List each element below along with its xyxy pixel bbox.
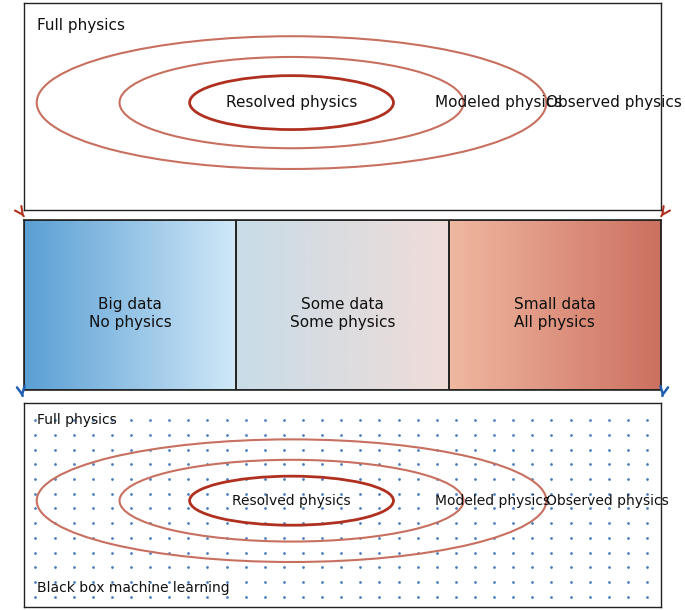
Text: Resolved physics: Resolved physics [226, 95, 357, 110]
Bar [449, 220, 661, 390]
Text: Observed physics: Observed physics [547, 95, 682, 110]
Text: Resolved physics: Resolved physics [232, 493, 351, 508]
Text: Small data
All physics: Small data All physics [514, 297, 596, 330]
Text: Full physics: Full physics [37, 413, 116, 427]
Text: Modeled physics: Modeled physics [435, 95, 562, 110]
Text: Full physics: Full physics [37, 18, 125, 32]
Bar [24, 220, 236, 390]
Text: Some data
Some physics: Some data Some physics [290, 297, 395, 330]
Text: Big data
No physics: Big data No physics [89, 297, 171, 330]
Text: Modeled physics: Modeled physics [435, 493, 550, 508]
Text: Black box machine learning: Black box machine learning [37, 581, 229, 595]
Text: Observed physics: Observed physics [547, 493, 669, 508]
Bar [236, 220, 449, 390]
